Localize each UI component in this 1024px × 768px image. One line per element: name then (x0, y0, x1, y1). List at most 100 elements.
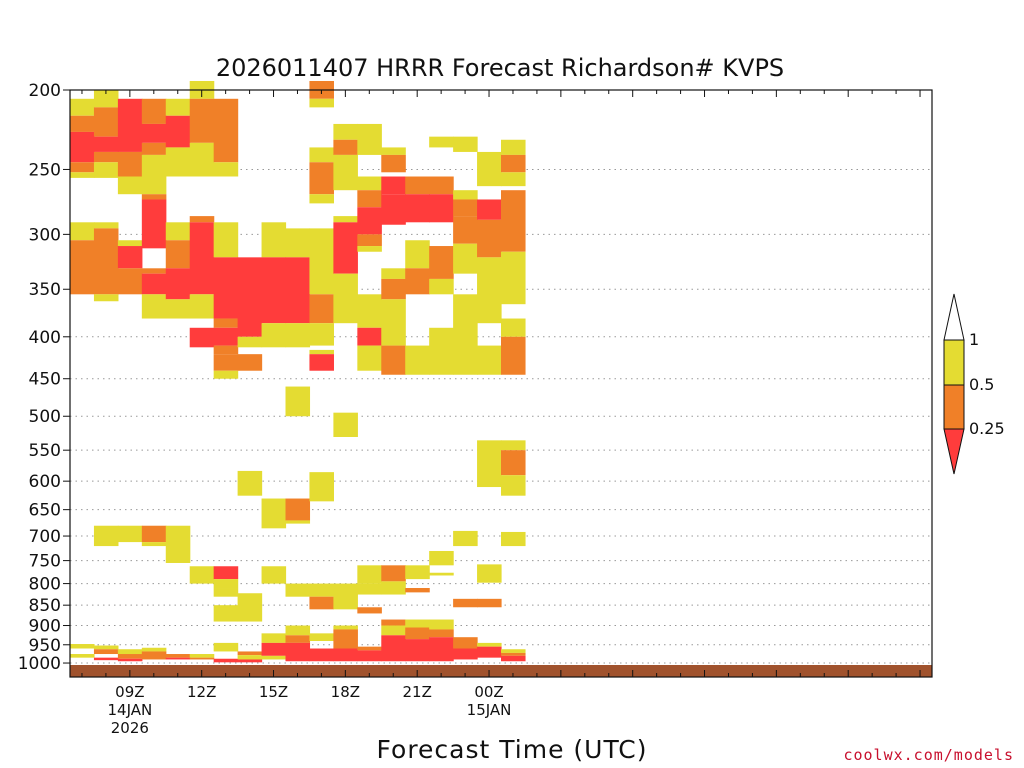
heatmap-cell (70, 240, 95, 295)
heatmap-cell (213, 605, 239, 622)
heatmap-cell (333, 273, 358, 324)
color-legend: 1 0.5 0.25 (943, 293, 1005, 475)
heatmap-cell (237, 655, 263, 660)
heatmap-cell (93, 107, 119, 137)
heatmap-cell (237, 593, 263, 622)
heatmap-cell (165, 299, 191, 319)
heatmap-cell (285, 583, 311, 597)
heatmap-cell (357, 123, 382, 155)
heatmap-cell (429, 136, 454, 148)
heatmap-cell (285, 498, 311, 521)
heatmap-cell (189, 566, 215, 584)
heatmap-cell (285, 228, 311, 258)
y-tick-label: 750 (29, 552, 61, 572)
heatmap-cell (333, 216, 358, 223)
heatmap-cell (405, 176, 430, 195)
heatmap-cell (261, 566, 287, 584)
heatmap-cell (189, 222, 215, 295)
heatmap-cell (213, 222, 239, 258)
heatmap-cell (477, 257, 502, 324)
heatmap-cell (93, 222, 119, 229)
ground-layer (70, 663, 932, 677)
y-tick-label: 200 (29, 81, 61, 101)
heatmap-cell (93, 525, 119, 547)
heatmap-cell (117, 240, 143, 247)
x-tick-label: 09Z (115, 683, 144, 701)
heatmap-cell (381, 194, 406, 225)
y-tick-label: 450 (29, 370, 61, 390)
heatmap-cell (453, 190, 478, 200)
heatmap-cell (501, 475, 526, 496)
heatmap-cell (141, 542, 167, 547)
heatmap-cell (405, 194, 430, 223)
heatmap-cell (477, 598, 502, 608)
heatmap-cell (429, 176, 454, 195)
heatmap-cell (357, 246, 382, 252)
heatmap-cell (333, 222, 358, 274)
heatmap-cell (477, 345, 502, 375)
heatmap-cell (189, 654, 215, 658)
heatmap-cell (213, 566, 239, 580)
legend-label: 1 (969, 330, 979, 349)
heatmap-cell (429, 619, 454, 630)
heatmap-cell (165, 654, 191, 658)
heatmap-cell (141, 154, 167, 195)
heatmap-cell (93, 649, 119, 655)
heatmap-cell (165, 115, 191, 148)
heatmap-cell (70, 98, 95, 116)
heatmap-cell (477, 151, 502, 187)
heatmap-cell (381, 299, 406, 346)
heatmap-cell (477, 440, 502, 488)
heatmap-cell (429, 637, 454, 662)
heatmap-cell (261, 498, 287, 529)
heatmap-cell (213, 588, 239, 597)
heatmap-cell (429, 246, 454, 279)
heatmap-cell (141, 194, 167, 200)
heatmap-cell (477, 642, 502, 647)
heatmap-cell (381, 635, 406, 649)
heatmap-cell (501, 154, 526, 173)
heatmap-cell (309, 633, 334, 642)
y-tick-label: 850 (29, 596, 61, 616)
heatmap-cell (381, 648, 406, 662)
heatmap-cell (70, 115, 95, 132)
heatmap-cell (333, 412, 358, 437)
heatmap-cell (237, 470, 263, 496)
y-tick-label: 550 (29, 441, 61, 461)
y-tick-label: 300 (29, 225, 61, 245)
heatmap-cell (381, 154, 406, 173)
heatmap-cells (70, 80, 526, 663)
y-tick-label: 950 (29, 636, 61, 656)
ground-strip (70, 664, 932, 677)
heatmap-cell (189, 98, 215, 143)
heatmap-cell (165, 525, 191, 563)
x-tick-label: 15Z (259, 683, 288, 701)
heatmap-cell (189, 327, 215, 348)
y-ticks: 200 250 300 350 400 450 500 550 600 650 700 750 8008… (18, 81, 70, 674)
heatmap-cell (501, 531, 526, 547)
heatmap-cell (141, 123, 167, 143)
site-credit[interactable]: coolwx.com/models (843, 746, 1014, 764)
legend-swatch-yellow (943, 339, 965, 386)
heatmap-cell (117, 654, 143, 659)
heatmap-cell (381, 176, 406, 195)
heatmap-cell (501, 652, 526, 656)
heatmap-cell (141, 98, 167, 124)
heatmap-cell (405, 240, 430, 269)
heatmap-cell (357, 565, 382, 584)
heatmap-cell (189, 142, 215, 177)
heatmap-cell (405, 639, 430, 662)
heatmap-cell (261, 642, 287, 656)
heatmap-cell (333, 641, 358, 649)
heatmap-cell (213, 642, 239, 652)
x-tick-label: 12Z (187, 683, 216, 701)
heatmap-cell (309, 294, 334, 324)
heatmap-cell (405, 565, 430, 580)
heatmap-cell (333, 154, 358, 191)
heatmap-cell (285, 323, 311, 348)
heatmap-cell (165, 222, 191, 241)
heatmap-cell (117, 151, 143, 177)
y-tick-label: 800 (29, 575, 61, 595)
heatmap-cell (501, 336, 526, 375)
heatmap-cell (70, 162, 95, 173)
